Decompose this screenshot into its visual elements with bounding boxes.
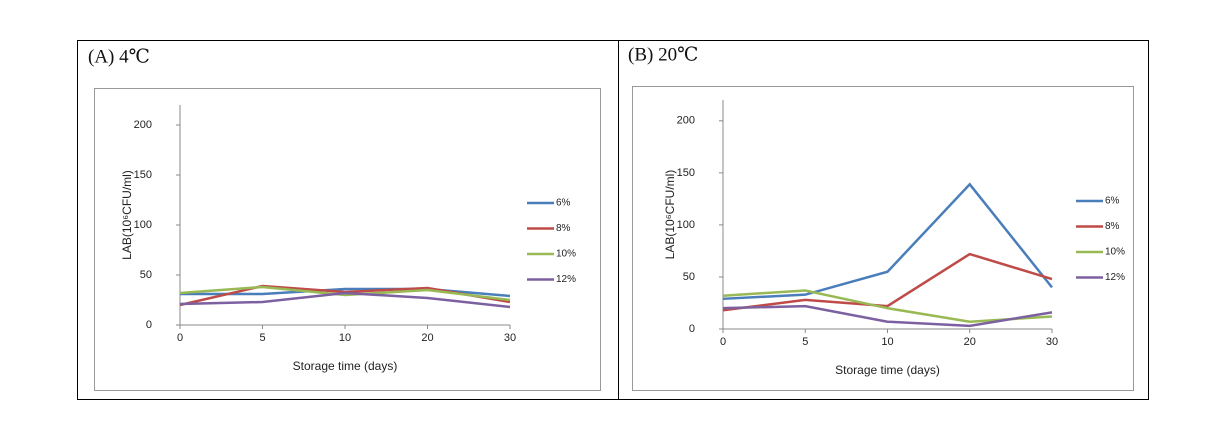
x-tick-label: 10 — [881, 336, 893, 348]
chart-frame — [94, 88, 601, 391]
panel-title: (A) 4℃ — [88, 46, 150, 67]
x-tick-label: 5 — [802, 336, 808, 348]
y-tick-label: 50 — [140, 269, 152, 281]
line — [179, 291, 511, 309]
x-tick-label: 0 — [720, 336, 726, 348]
x-tick-label: 30 — [1046, 336, 1058, 348]
line — [722, 182, 1053, 301]
y-tick-label: 0 — [689, 323, 695, 335]
x-tick-label: 5 — [259, 332, 265, 344]
x-tick-label: 10 — [339, 332, 351, 344]
line — [722, 289, 1053, 323]
x-axis-label: Storage time (days) — [835, 363, 940, 377]
y-tick-label: 150 — [134, 169, 152, 181]
legend-label: 6% — [1105, 196, 1120, 207]
y-tick-label: 0 — [146, 319, 152, 331]
legend-label: 8% — [556, 223, 571, 234]
legend-label: 10% — [556, 249, 576, 260]
line — [722, 304, 1053, 328]
x-tick-label: 20 — [964, 336, 976, 348]
legend-label: 10% — [1105, 247, 1125, 258]
x-axis-label: Storage time (days) — [293, 359, 398, 373]
x-tick-label: 20 — [421, 332, 433, 344]
line — [179, 285, 511, 302]
y-tick-label: 100 — [134, 219, 152, 231]
legend-label: 8% — [1105, 221, 1120, 232]
line — [180, 287, 511, 298]
y-tick-label: 100 — [677, 219, 695, 231]
y-tick-label: 200 — [134, 119, 152, 131]
y-tick-label: 50 — [683, 271, 695, 283]
legend-label: 6% — [556, 198, 571, 209]
legend-label: 12% — [1105, 272, 1125, 283]
y-axis-label: LAB(10⁶CFU/ml) — [663, 170, 677, 260]
y-axis-label: LAB(10⁶CFU/ml) — [120, 170, 134, 260]
chart-frame — [632, 86, 1134, 391]
legend-label: 12% — [556, 274, 576, 285]
y-tick-label: 200 — [677, 115, 695, 127]
y-tick-label: 150 — [677, 167, 695, 179]
table-border — [77, 40, 1149, 400]
line — [722, 252, 1053, 312]
x-tick-label: 0 — [177, 332, 183, 344]
x-tick-label: 30 — [504, 332, 516, 344]
panel-title: (B) 20℃ — [628, 44, 698, 65]
